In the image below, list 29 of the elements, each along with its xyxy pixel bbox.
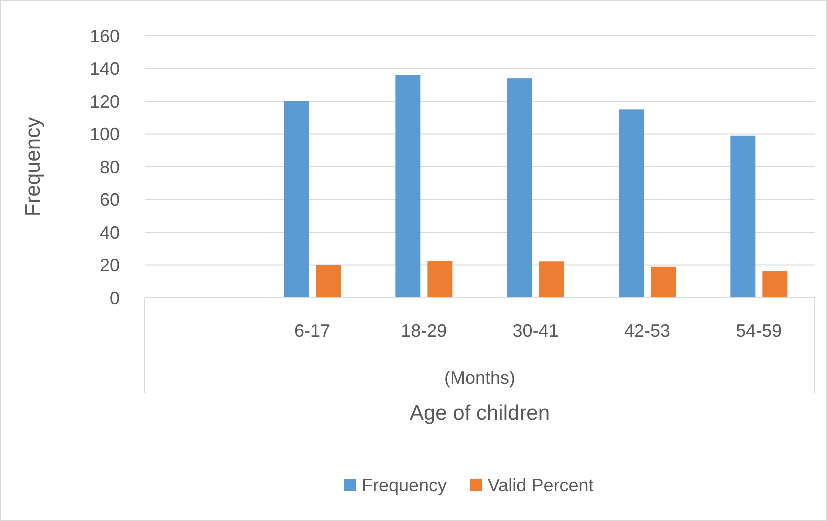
legend-label: Valid Percent: [488, 475, 594, 496]
x-tick-label: 54-59: [736, 321, 782, 341]
bar: [316, 265, 341, 298]
x-axis-title: Age of children: [410, 402, 550, 425]
y-tick-label: 40: [100, 222, 120, 243]
legend-label: Frequency: [362, 475, 448, 496]
y-axis-title: Frequency: [22, 116, 45, 217]
y-tick-label: 140: [90, 59, 120, 80]
bar: [507, 78, 532, 298]
y-tick-label: 100: [90, 124, 120, 145]
bar: [396, 75, 421, 298]
x-tick-label: 18-29: [401, 321, 448, 341]
y-tick-label: 160: [90, 26, 120, 46]
bar: [428, 261, 453, 298]
bar: [730, 136, 756, 298]
bar: [284, 102, 309, 298]
bar: [762, 271, 788, 298]
x-tick-label: 6-17: [294, 321, 331, 341]
y-tick-label: 60: [100, 190, 120, 210]
y-tick-label: 120: [90, 92, 120, 112]
bar: [539, 262, 564, 298]
x-tick-label: 30-41: [512, 321, 559, 341]
y-tick-label: 80: [100, 157, 120, 178]
bar: [619, 110, 644, 298]
y-tick-label: 20: [100, 256, 120, 276]
text: (Months): [444, 368, 516, 388]
x-tick-label: 42-53: [624, 321, 671, 341]
bar: [651, 266, 676, 298]
y-tick-label: 0: [110, 288, 120, 308]
